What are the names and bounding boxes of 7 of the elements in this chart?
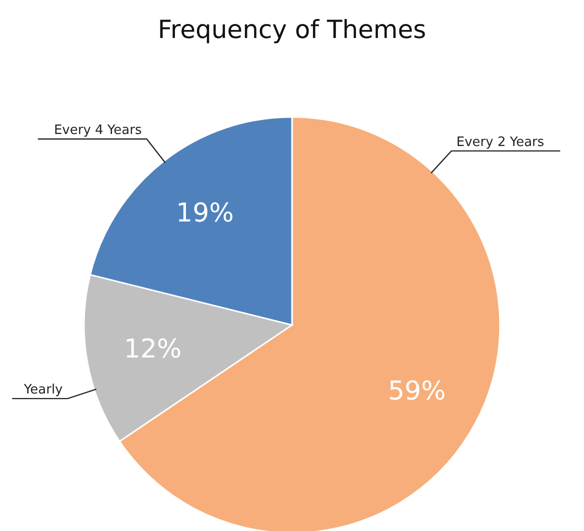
data-label: 59% xyxy=(388,376,446,406)
slice-label: Every 2 Years xyxy=(456,134,544,150)
data-label: 12% xyxy=(124,334,182,365)
data-label: 19% xyxy=(176,198,234,229)
chart-title: Frequency of Themes xyxy=(158,15,426,44)
slice-label: Every 4 Years xyxy=(54,123,142,138)
slice-label: Yearly xyxy=(22,382,64,398)
